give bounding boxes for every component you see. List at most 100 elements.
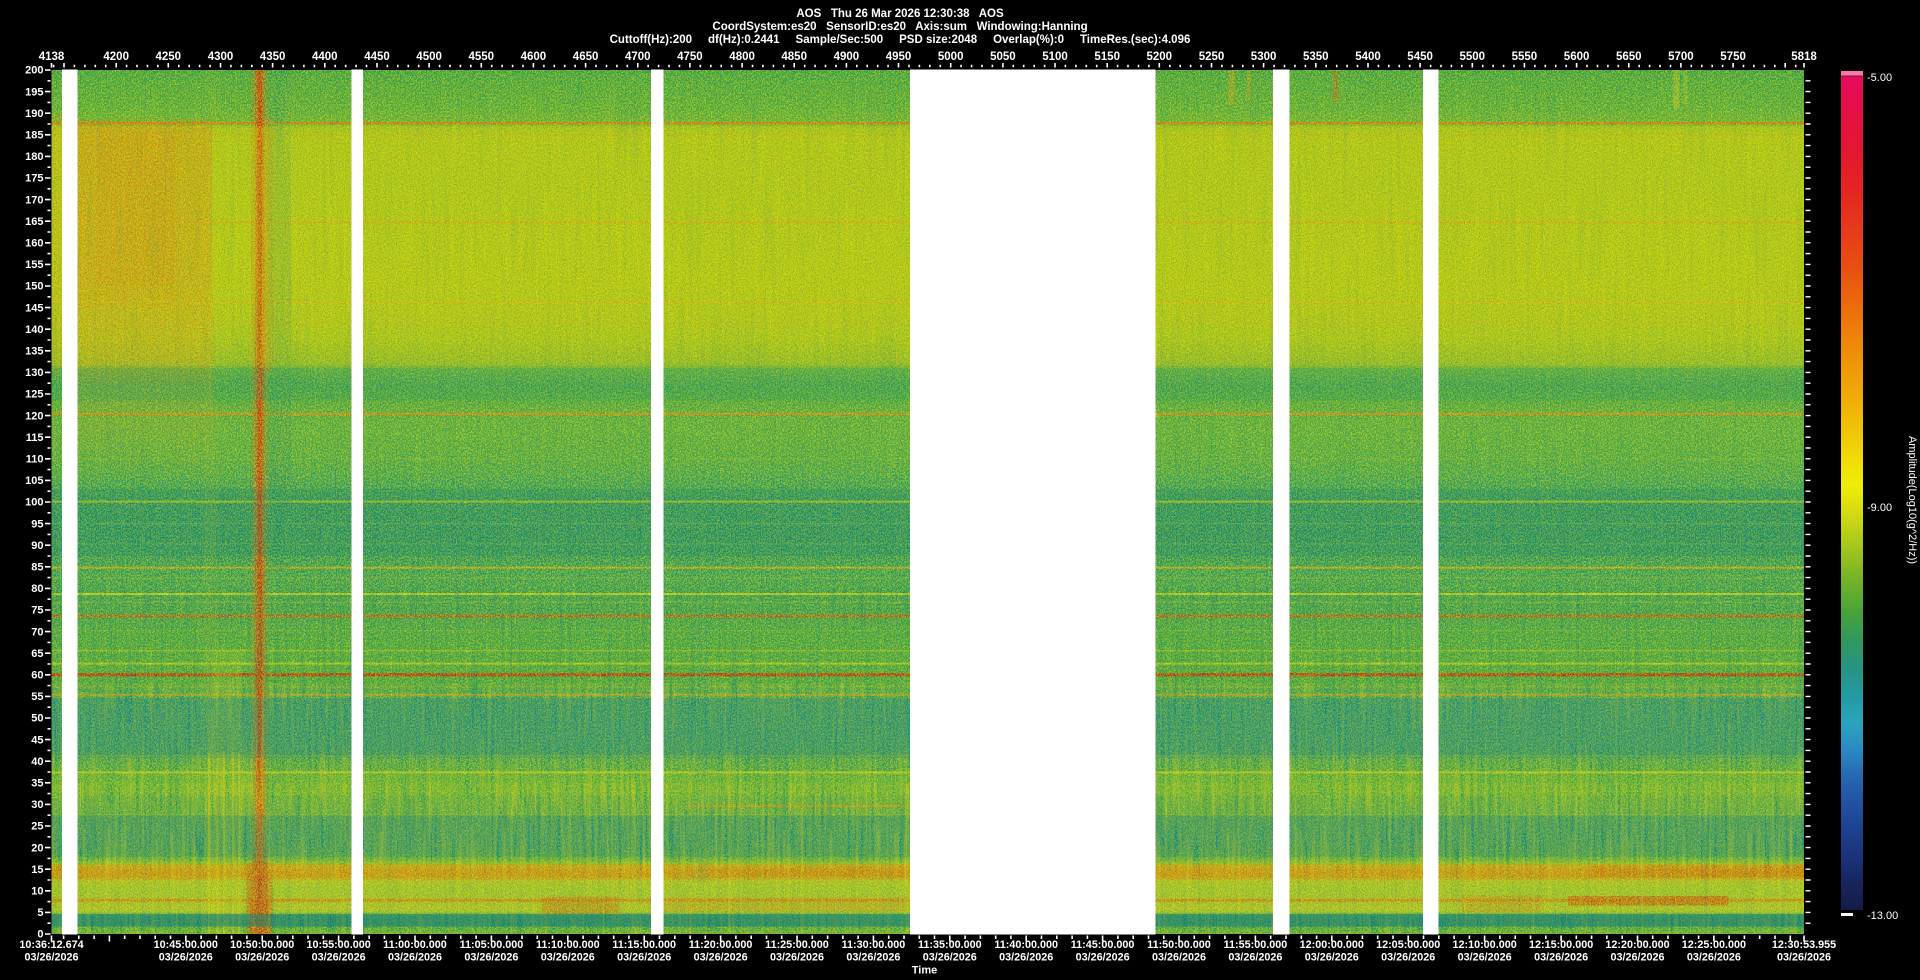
svg-text:4550: 4550 (469, 51, 495, 63)
svg-text:4138: 4138 (39, 51, 65, 63)
svg-text:120: 120 (25, 410, 43, 422)
svg-text:4300: 4300 (208, 51, 234, 63)
svg-text:195: 195 (25, 86, 43, 98)
svg-text:11:50:00.000: 11:50:00.000 (1147, 939, 1211, 951)
svg-text:25: 25 (31, 821, 43, 833)
svg-text:Time: Time (912, 965, 937, 977)
svg-text:5250: 5250 (1199, 51, 1225, 63)
svg-text:03/26/2026: 03/26/2026 (1610, 952, 1664, 964)
svg-text:03/26/2026: 03/26/2026 (1076, 952, 1130, 964)
svg-text:4800: 4800 (729, 51, 755, 63)
svg-text:4600: 4600 (521, 51, 547, 63)
svg-text:85: 85 (31, 562, 43, 574)
svg-text:03/26/2026: 03/26/2026 (617, 952, 671, 964)
svg-text:60: 60 (31, 670, 43, 682)
svg-text:5000: 5000 (938, 51, 964, 63)
svg-text:5: 5 (37, 907, 43, 919)
svg-text:12:20:00.000: 12:20:00.000 (1605, 939, 1669, 951)
svg-text:5300: 5300 (1251, 51, 1277, 63)
svg-text:155: 155 (25, 259, 43, 271)
svg-text:80: 80 (31, 583, 43, 595)
svg-text:03/26/2026: 03/26/2026 (312, 952, 366, 964)
svg-text:5500: 5500 (1460, 51, 1486, 63)
svg-text:11:45:00.000: 11:45:00.000 (1071, 939, 1135, 951)
svg-text:11:00:00.000: 11:00:00.000 (383, 939, 447, 951)
svg-text:11:05:00.000: 11:05:00.000 (460, 939, 524, 951)
svg-text:4850: 4850 (781, 51, 807, 63)
svg-text:55: 55 (31, 691, 43, 703)
svg-text:Amplitude(Log10(g^2/Hz)): Amplitude(Log10(g^2/Hz)) (1906, 436, 1918, 564)
svg-text:65: 65 (31, 648, 43, 660)
svg-text:03/26/2026: 03/26/2026 (1777, 952, 1831, 964)
svg-text:200: 200 (25, 65, 43, 77)
svg-text:75: 75 (31, 605, 43, 617)
svg-text:4950: 4950 (886, 51, 912, 63)
svg-text:115: 115 (26, 432, 44, 444)
svg-text:90: 90 (31, 540, 43, 552)
svg-text:30: 30 (31, 799, 43, 811)
svg-text:AOS Thu 26 Mar 2026 12:30:38: AOS Thu 26 Mar 2026 12:30:38 AOS (796, 8, 1004, 20)
svg-text:11:55:00.000: 11:55:00.000 (1224, 939, 1288, 951)
svg-text:50: 50 (31, 713, 43, 725)
svg-text:Cuttoff(Hz):200 df(Hz):0.2: Cuttoff(Hz):200 df(Hz):0.2441 Sample/Sec… (610, 34, 1191, 46)
svg-text:03/26/2026: 03/26/2026 (388, 952, 442, 964)
svg-text:10:50:00.000: 10:50:00.000 (230, 939, 294, 951)
svg-text:12:10:00.000: 12:10:00.000 (1452, 939, 1516, 951)
svg-text:5100: 5100 (1042, 51, 1068, 63)
svg-text:-13.00: -13.00 (1867, 910, 1898, 922)
svg-text:185: 185 (25, 130, 43, 142)
svg-text:35: 35 (31, 778, 43, 790)
svg-text:03/26/2026: 03/26/2026 (1305, 952, 1359, 964)
svg-text:03/26/2026: 03/26/2026 (1228, 952, 1282, 964)
svg-text:15: 15 (31, 864, 43, 876)
svg-text:11:35:00.000: 11:35:00.000 (918, 939, 982, 951)
svg-text:11:25:00.000: 11:25:00.000 (765, 939, 829, 951)
svg-text:170: 170 (25, 194, 43, 206)
svg-text:12:25:00.000: 12:25:00.000 (1682, 939, 1746, 951)
svg-text:180: 180 (25, 151, 43, 163)
svg-text:4350: 4350 (260, 51, 286, 63)
svg-text:12:15:00.000: 12:15:00.000 (1529, 939, 1593, 951)
svg-text:20: 20 (31, 842, 43, 854)
svg-text:4400: 4400 (312, 51, 338, 63)
svg-text:160: 160 (25, 238, 43, 250)
svg-text:150: 150 (25, 281, 43, 293)
svg-text:4750: 4750 (677, 51, 703, 63)
svg-text:12:00:00.000: 12:00:00.000 (1300, 939, 1364, 951)
svg-text:5700: 5700 (1668, 51, 1694, 63)
svg-text:4250: 4250 (156, 51, 182, 63)
svg-text:5400: 5400 (1355, 51, 1381, 63)
svg-text:110: 110 (26, 454, 44, 466)
svg-text:140: 140 (25, 324, 43, 336)
svg-text:03/26/2026: 03/26/2026 (1458, 952, 1512, 964)
svg-text:10:36:12.674: 10:36:12.674 (19, 939, 83, 951)
svg-text:-5.00: -5.00 (1867, 72, 1892, 84)
svg-text:5818: 5818 (1791, 51, 1817, 63)
svg-text:11:15:00.000: 11:15:00.000 (612, 939, 676, 951)
svg-text:11:20:00.000: 11:20:00.000 (689, 939, 753, 951)
svg-text:03/26/2026: 03/26/2026 (1687, 952, 1741, 964)
svg-text:5150: 5150 (1094, 51, 1120, 63)
svg-text:125: 125 (25, 389, 43, 401)
svg-text:03/26/2026: 03/26/2026 (770, 952, 824, 964)
svg-text:105: 105 (25, 475, 43, 487)
svg-text:03/26/2026: 03/26/2026 (999, 952, 1053, 964)
svg-text:4650: 4650 (573, 51, 599, 63)
svg-text:190: 190 (25, 108, 43, 120)
svg-text:03/26/2026: 03/26/2026 (235, 952, 289, 964)
svg-text:03/26/2026: 03/26/2026 (159, 952, 213, 964)
svg-text:11:10:00.000: 11:10:00.000 (536, 939, 600, 951)
svg-text:5650: 5650 (1616, 51, 1642, 63)
svg-text:03/26/2026: 03/26/2026 (1534, 952, 1588, 964)
svg-text:0: 0 (37, 929, 43, 941)
svg-text:5550: 5550 (1512, 51, 1538, 63)
svg-text:4700: 4700 (625, 51, 651, 63)
svg-text:03/26/2026: 03/26/2026 (846, 952, 900, 964)
svg-text:CoordSystem:es20 SensorID:es: CoordSystem:es20 SensorID:es20 Axis:sum … (712, 21, 1087, 33)
svg-text:03/26/2026: 03/26/2026 (24, 952, 78, 964)
svg-text:4200: 4200 (103, 51, 129, 63)
svg-text:45: 45 (31, 734, 43, 746)
svg-text:4450: 4450 (364, 51, 390, 63)
svg-text:70: 70 (31, 626, 43, 638)
svg-text:10: 10 (31, 886, 43, 898)
